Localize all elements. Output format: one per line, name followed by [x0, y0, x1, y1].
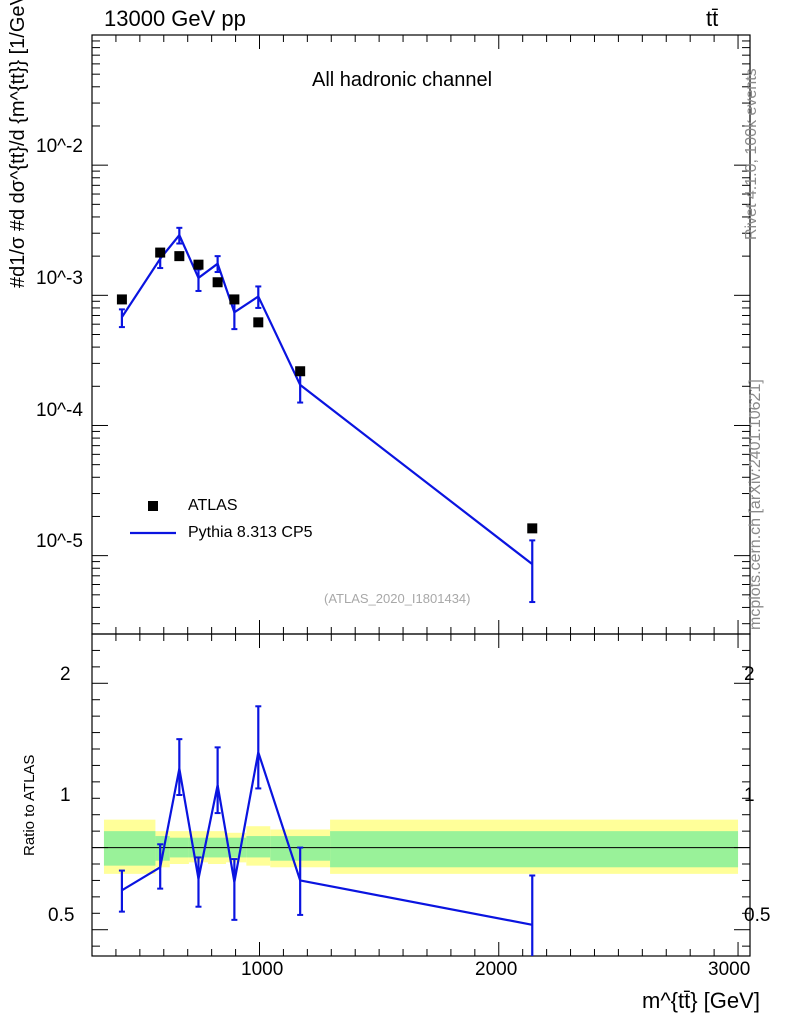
main-y-tick-label: 10^-3: [36, 268, 83, 289]
ratio-y-axis-label: Ratio to ATLAS: [21, 754, 38, 856]
atlas-data-point: [295, 366, 306, 377]
rivet-version-label: Rivet 4.1.0, 100k events: [743, 68, 760, 240]
legend-label-pythia: Pythia 8.313 CP5: [188, 524, 313, 541]
legend-marker-atlas: [148, 501, 158, 511]
process-label: tt̄: [706, 6, 719, 31]
atlas-data-point: [212, 277, 223, 288]
energy-label: 13000 GeV pp: [104, 6, 246, 31]
atlas-data-point: [174, 251, 185, 262]
ratio-uncertainty-band-inner: [246, 836, 271, 858]
ratio-y-tick-label-right: 1: [744, 785, 755, 806]
mcplots-label: mcplots.cern.ch [arXiv:2401.10621]: [747, 379, 764, 630]
ratio-y-tick-label: 2: [60, 664, 71, 685]
legend-label-atlas: ATLAS: [188, 497, 238, 514]
x-tick-label: 1000: [241, 959, 284, 980]
atlas-data-point: [229, 294, 240, 305]
mc-series-line: [120, 233, 533, 566]
ratio-y-tick-label-right: 2: [744, 664, 755, 685]
atlas-data-point: [253, 317, 264, 328]
ratio-y-tick-label: 0.5: [48, 905, 75, 926]
atlas-data-point: [155, 247, 166, 258]
main-plot-frame: [91, 34, 751, 635]
x-tick-label: 2000: [475, 959, 518, 980]
ratio-plot-frame: [91, 633, 751, 957]
main-y-axis-label: #d1/σ #d dσ^{tt}/d {m^{tt}} [1/GeV]: [7, 0, 29, 288]
ratio-uncertainty-band-inner: [103, 831, 156, 866]
analysis-id: (ATLAS_2020_I1801434): [324, 591, 471, 606]
main-y-tick-label: 10^-2: [36, 136, 83, 157]
atlas-data-point: [527, 523, 538, 534]
main-y-tick-label: 10^-5: [36, 531, 83, 552]
ratio-y-tick-label: 1: [60, 785, 71, 806]
x-tick-label: 3000: [708, 959, 751, 980]
chart-title: All hadronic channel: [312, 69, 493, 91]
ratio-y-tick-label-right: 0.5: [744, 905, 771, 926]
atlas-data-point: [193, 259, 204, 270]
x-axis-label: m^{tt̄} [GeV]: [642, 988, 760, 1013]
atlas-data-point: [116, 294, 127, 305]
main-y-tick-label: 10^-4: [36, 400, 83, 421]
ratio-uncertainty-band-inner: [330, 831, 739, 868]
